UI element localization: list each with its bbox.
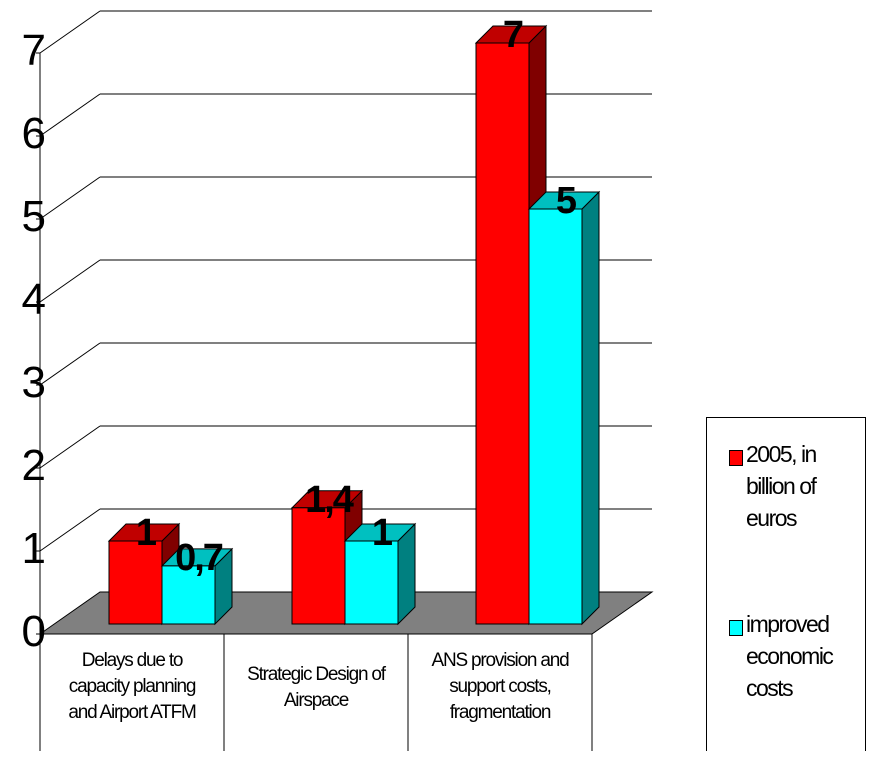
legend-swatch-cyan	[729, 620, 743, 636]
category-label-line: support costs,	[449, 676, 552, 697]
gridline-side	[39, 10, 101, 54]
category-label: ANS provision and support costs, fragmenta…	[408, 648, 592, 751]
y-tick-label: 5	[22, 192, 46, 241]
bar	[475, 42, 530, 625]
gridline-side	[39, 342, 101, 386]
y-tick-label: 0	[22, 607, 46, 656]
legend-item-series-1: 2005, in billion of euros	[729, 438, 856, 534]
legend-label: improved economic costs	[746, 611, 834, 701]
gridlines	[39, 10, 652, 552]
y-axis: 0 1 2 3 4 5 6 7	[22, 26, 593, 751]
data-label: 1	[136, 512, 157, 554]
y-tick-label: 2	[22, 441, 46, 490]
category-label-line: fragmentation	[449, 702, 552, 723]
y-tick-label: 6	[22, 109, 46, 158]
gridline-side	[39, 425, 101, 469]
gridline-side	[39, 93, 101, 137]
bar-side	[581, 190, 600, 626]
bar	[108, 540, 163, 625]
bar	[161, 565, 216, 625]
category-label-line: and Airport ATFM	[68, 702, 196, 723]
data-label: 1	[372, 512, 393, 554]
legend: 2005, in billion of euros improved econo…	[706, 417, 866, 751]
y-tick-label: 3	[22, 358, 46, 407]
category-label-line: ANS provision and	[431, 650, 570, 671]
y-tick-label: 1	[22, 524, 46, 573]
data-label: 0,7	[175, 537, 223, 579]
legend-swatch-red	[729, 450, 743, 466]
data-label: 1,4	[305, 479, 354, 521]
gridline-side	[39, 259, 101, 303]
data-label: 7	[503, 14, 523, 56]
category-label: Delays due to capacity planning and Airpor…	[40, 648, 224, 751]
legend-item-series-2: improved economic costs	[729, 608, 856, 704]
gridline-side	[39, 176, 101, 220]
category-label-line: Strategic Design of	[247, 664, 386, 685]
y-tick-label: 7	[22, 26, 46, 75]
bars	[107, 24, 601, 626]
bar	[344, 540, 399, 625]
legend-label: 2005, in billion of euros	[746, 441, 817, 531]
category-label-line: Delays due to	[81, 650, 184, 671]
gridline-side	[39, 508, 101, 552]
data-label: 5	[556, 180, 577, 222]
category-label-line: Airspace	[283, 690, 350, 711]
bar	[528, 208, 583, 625]
category-label-line: capacity planning	[68, 676, 197, 697]
y-tick-label: 4	[22, 275, 46, 324]
category-label: Strategic Design of Airspace	[224, 662, 408, 765]
bar	[291, 507, 346, 625]
data-labels: 1 1,4 7 0,7 1 5	[136, 14, 579, 579]
